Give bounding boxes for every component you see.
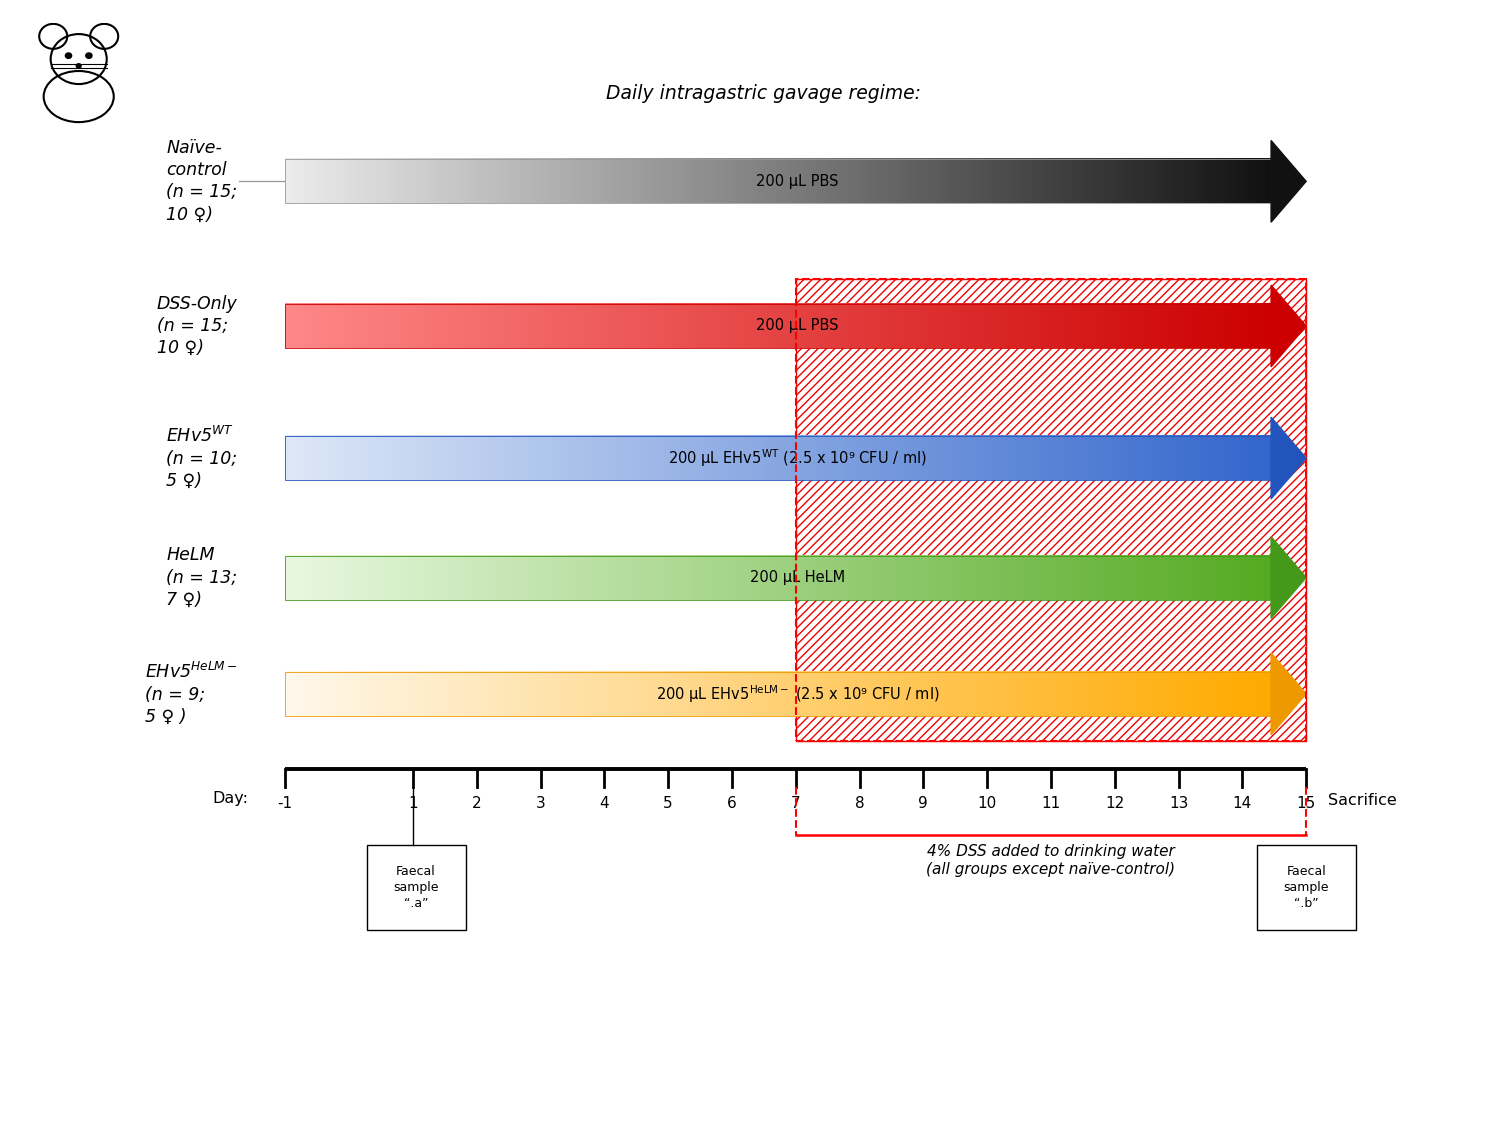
Text: Daily intragastric gavage regime:: Daily intragastric gavage regime: <box>606 84 922 103</box>
Text: 200 µL HeLM: 200 µL HeLM <box>750 570 845 585</box>
Text: 200 µL EHv5$^{\mathregular{HeLM-}}$ (2.5 x 10⁹ CFU / ml): 200 µL EHv5$^{\mathregular{HeLM-}}$ (2.5… <box>655 683 938 704</box>
Polygon shape <box>1271 417 1306 499</box>
Text: 9: 9 <box>919 796 928 811</box>
Text: 14: 14 <box>1232 796 1252 811</box>
Bar <box>285 556 1271 600</box>
Text: EHv5$^{\mathregular{WT}}$
(n = 10;
5 ♀): EHv5$^{\mathregular{WT}}$ (n = 10; 5 ♀) <box>166 426 237 491</box>
Text: 3: 3 <box>535 796 546 811</box>
Polygon shape <box>1271 536 1306 618</box>
Text: Day:: Day: <box>211 792 247 807</box>
Text: 5: 5 <box>664 796 673 811</box>
Bar <box>1256 845 1355 929</box>
Text: Sacrifice: Sacrifice <box>1328 793 1397 808</box>
Text: 200 µL PBS: 200 µL PBS <box>755 318 838 334</box>
Bar <box>796 278 1306 741</box>
Text: 4% DSS added to drinking water
(all groups except naïve-control): 4% DSS added to drinking water (all grou… <box>926 844 1175 877</box>
Bar <box>796 278 1306 741</box>
Text: 200 µL EHv5$^{\mathregular{WT}}$ (2.5 x 10⁹ CFU / ml): 200 µL EHv5$^{\mathregular{WT}}$ (2.5 x … <box>669 448 926 469</box>
Text: Faecal
sample
“.a”: Faecal sample “.a” <box>393 864 439 910</box>
Text: 7: 7 <box>791 796 800 811</box>
Text: Faecal
sample
“.b”: Faecal sample “.b” <box>1283 864 1330 910</box>
Text: HeLM
(n = 13;
7 ♀): HeLM (n = 13; 7 ♀) <box>166 546 237 609</box>
Text: 1: 1 <box>408 796 418 811</box>
Circle shape <box>64 52 72 59</box>
Text: EHv5$^{\mathregular{HeLM-}}$
(n = 9;
5 ♀ ): EHv5$^{\mathregular{HeLM-}}$ (n = 9; 5 ♀… <box>145 661 237 726</box>
Bar <box>367 845 466 929</box>
Bar <box>285 159 1271 203</box>
Polygon shape <box>1271 653 1306 735</box>
Circle shape <box>85 52 93 59</box>
Text: 13: 13 <box>1169 796 1189 811</box>
Text: DSS-Only
(n = 15;
10 ♀): DSS-Only (n = 15; 10 ♀) <box>157 294 237 357</box>
Text: 10: 10 <box>977 796 997 811</box>
Bar <box>796 278 1306 741</box>
Polygon shape <box>1271 285 1306 367</box>
Circle shape <box>75 62 82 68</box>
Text: -1: -1 <box>277 796 292 811</box>
Polygon shape <box>1271 141 1306 223</box>
Text: 4: 4 <box>600 796 609 811</box>
Text: 11: 11 <box>1042 796 1061 811</box>
Text: 12: 12 <box>1105 796 1124 811</box>
Text: 200 µL PBS: 200 µL PBS <box>755 174 838 189</box>
Text: 6: 6 <box>727 796 738 811</box>
Text: Naïve-
control
(n = 15;
10 ♀): Naïve- control (n = 15; 10 ♀) <box>166 139 237 224</box>
Bar <box>285 671 1271 716</box>
Bar <box>285 436 1271 481</box>
Text: 15: 15 <box>1297 796 1316 811</box>
Text: 8: 8 <box>854 796 865 811</box>
Text: 2: 2 <box>472 796 481 811</box>
Bar <box>285 304 1271 348</box>
